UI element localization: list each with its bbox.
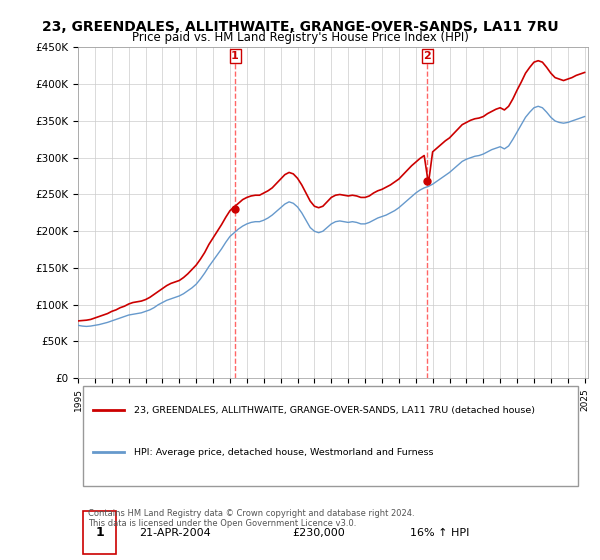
- Text: 23, GREENDALES, ALLITHWAITE, GRANGE-OVER-SANDS, LA11 7RU (detached house): 23, GREENDALES, ALLITHWAITE, GRANGE-OVER…: [134, 405, 535, 414]
- FancyBboxPatch shape: [83, 511, 116, 554]
- Text: 21-APR-2004: 21-APR-2004: [139, 528, 211, 538]
- Text: 1: 1: [231, 51, 239, 61]
- FancyBboxPatch shape: [83, 386, 578, 486]
- Text: £230,000: £230,000: [292, 528, 345, 538]
- Text: Contains HM Land Registry data © Crown copyright and database right 2024.
This d: Contains HM Land Registry data © Crown c…: [88, 509, 415, 529]
- Text: Price paid vs. HM Land Registry's House Price Index (HPI): Price paid vs. HM Land Registry's House …: [131, 31, 469, 44]
- Text: HPI: Average price, detached house, Westmorland and Furness: HPI: Average price, detached house, West…: [134, 447, 434, 456]
- Text: 16% ↑ HPI: 16% ↑ HPI: [409, 528, 469, 538]
- Text: 23, GREENDALES, ALLITHWAITE, GRANGE-OVER-SANDS, LA11 7RU: 23, GREENDALES, ALLITHWAITE, GRANGE-OVER…: [41, 20, 559, 34]
- Text: 2: 2: [423, 51, 431, 61]
- Text: 1: 1: [95, 526, 104, 539]
